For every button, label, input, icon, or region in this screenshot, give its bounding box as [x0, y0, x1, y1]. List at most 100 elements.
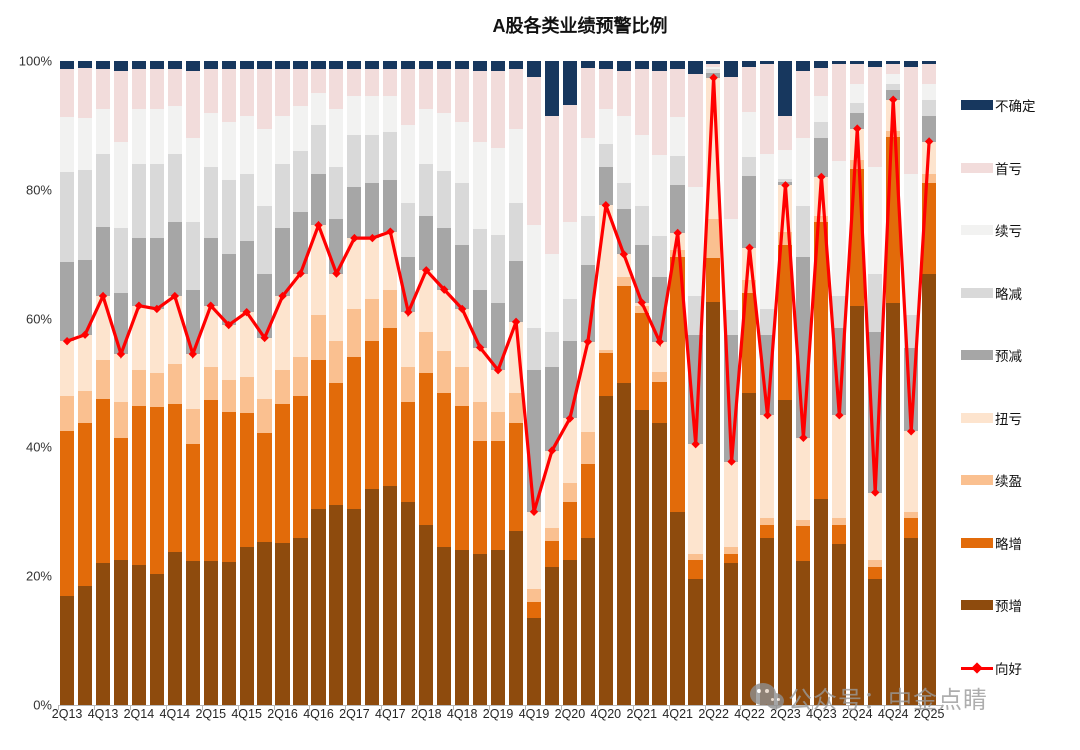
bar-segment-预增 [185, 561, 200, 705]
x-axis-label-2Q13: 2Q13 [51, 707, 83, 721]
bar-segment-略减 [401, 202, 416, 258]
bar-segment-首亏 [903, 67, 918, 174]
bar-segment-不确定 [77, 61, 93, 69]
bar-segment-续亏 [329, 109, 344, 168]
x-axis-tick [453, 706, 455, 710]
legend-item-扭亏: 扭亏 [961, 409, 1022, 427]
bar-segment-预增 [562, 560, 577, 705]
bar-segment-续亏 [419, 109, 434, 165]
bar-segment-略增 [778, 245, 793, 400]
bar-segment-预增 [167, 552, 182, 705]
bar-segment-预增 [239, 547, 254, 705]
bar-segment-略增 [903, 518, 918, 538]
x-axis-tick [165, 706, 167, 710]
bar-3Q13 [77, 61, 93, 705]
bar-segment-续盈 [796, 519, 811, 526]
bar-3Q15 [221, 61, 236, 705]
bar-segment-略增 [437, 392, 452, 548]
y-axis-label-80%: 80% [25, 182, 52, 198]
wechat-icon [750, 681, 788, 715]
bar-segment-扭亏 [796, 437, 811, 520]
line-向好 [66, 77, 931, 513]
bar-segment-略增 [365, 341, 380, 490]
bar-segment-不确定 [95, 61, 111, 69]
bar-segment-续亏 [203, 112, 218, 168]
legend-color-swatch [961, 600, 993, 610]
bar-segment-扭亏 [60, 341, 75, 396]
bar-segment-首亏 [185, 70, 200, 139]
bar-segment-不确定 [634, 61, 649, 69]
bar-segment-略减 [113, 228, 129, 293]
bar-segment-扭亏 [544, 450, 559, 528]
bar-segment-略减 [778, 178, 793, 183]
bar-segment-续盈 [706, 219, 721, 259]
bar-segment-不确定 [293, 61, 308, 69]
x-axis-label-4Q16: 4Q16 [303, 707, 334, 721]
bar-segment-略减 [867, 273, 883, 332]
line-marker-diamond-2Q13 [62, 336, 72, 346]
bar-3Q14 [149, 61, 164, 705]
bar-segment-预增 [95, 563, 111, 705]
bar-segment-预增 [472, 553, 488, 705]
bar-segment-预减 [347, 186, 362, 239]
bar-segment-扭亏 [562, 418, 577, 483]
x-axis-label-2Q23: 2Q23 [770, 707, 801, 721]
bar-segment-预减 [490, 302, 506, 371]
bar-segment-略减 [724, 309, 739, 335]
bar-segment-不确定 [508, 61, 523, 69]
bar-segment-略增 [796, 525, 811, 562]
bar-segment-预增 [419, 524, 434, 705]
bar-segment-续盈 [454, 366, 470, 406]
bar-segment-不确定 [454, 61, 470, 69]
bar-segment-预增 [526, 618, 541, 705]
line-marker-diamond-1Q16 [260, 333, 269, 343]
bar-segment-续盈 [562, 482, 577, 503]
bar-segment-预减 [77, 260, 93, 335]
bar-segment-略减 [796, 205, 811, 258]
x-axis-tick [560, 706, 562, 710]
bar-segment-略增 [724, 553, 739, 564]
bar-segment-首亏 [437, 68, 452, 113]
bar-segment-预减 [921, 115, 936, 142]
bar-segment-预减 [221, 254, 236, 326]
line-marker-diamond-3Q17 [368, 233, 377, 243]
bar-segment-续亏 [814, 96, 829, 123]
bar-segment-预增 [311, 508, 326, 705]
bar-segment-扭亏 [831, 415, 847, 519]
bar-3Q18 [437, 61, 452, 705]
bar-segment-扭亏 [401, 312, 416, 367]
bar-segment-预减 [419, 215, 434, 271]
bar-3Q16 [293, 61, 308, 705]
bar-segment-续亏 [544, 254, 559, 332]
bar-segment-不确定 [257, 61, 272, 69]
line-marker-diamond-1Q20 [547, 446, 557, 455]
bar-1Q14 [113, 61, 129, 705]
bar-segment-不确定 [921, 61, 936, 65]
line-marker-diamond-1Q15 [188, 349, 197, 359]
bar-segment-略减 [293, 151, 308, 213]
bar-segment-预增 [275, 543, 290, 705]
bar-segment-续亏 [77, 118, 93, 170]
bar-segment-略减 [831, 296, 847, 329]
bar-segment-续盈 [598, 350, 613, 354]
bar-segment-略增 [634, 312, 649, 411]
bar-segment-续盈 [724, 547, 739, 554]
bar-segment-首亏 [508, 68, 523, 129]
bar-segment-首亏 [113, 70, 129, 142]
x-axis-label-2Q17: 2Q17 [339, 707, 370, 721]
x-axis-label-2Q19: 2Q19 [482, 707, 514, 721]
plot-area [60, 61, 940, 705]
bar-segment-略减 [760, 308, 775, 335]
bar-segment-首亏 [293, 68, 308, 107]
bar-segment-续亏 [185, 138, 200, 223]
x-axis-tick [345, 706, 347, 710]
bar-segment-不确定 [670, 61, 685, 69]
line-marker-diamond-2Q16 [278, 291, 287, 301]
bar-segment-扭亏 [508, 321, 523, 393]
line-marker-diamond-3Q24 [871, 488, 880, 497]
legend-label: 续亏 [995, 224, 1022, 239]
bar-1Q18 [401, 61, 416, 705]
bar-segment-首亏 [598, 68, 613, 109]
bar-segment-首亏 [670, 68, 685, 118]
bar-segment-续亏 [796, 138, 811, 206]
